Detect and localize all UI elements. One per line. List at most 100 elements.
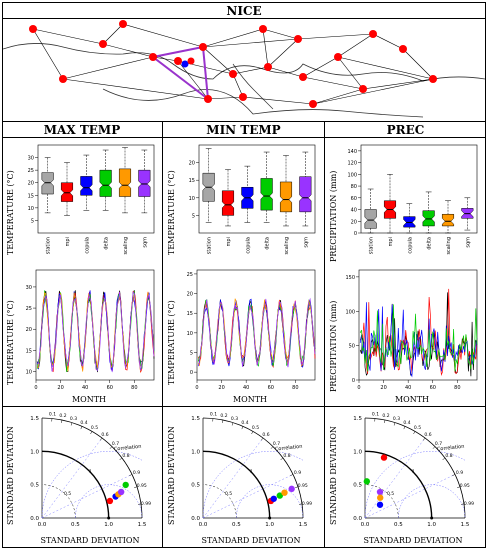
x-tick-label: station [369,237,375,254]
correlation-tick [109,446,113,449]
taylor-diagram-prec: 0.1 0.20.30.40.50.60.70.80.90.950.99Corre… [353,412,474,528]
x-axis-label-month-prec: MONTH [394,395,430,404]
x-tick-label: delta [427,237,433,250]
correlation-tick-label: 0.99 [141,501,151,507]
x-tick-label: sqm [303,237,309,248]
column-title-max-temp: MAX TEMP [43,123,121,137]
correlation-tick-label: 0.99 [464,501,474,507]
y-tick-label: 120 [347,161,357,167]
sd-arc [364,450,433,519]
y-tick-label: 30 [28,156,34,162]
grid-edge [202,38,299,48]
station-marker [299,73,307,81]
y-tick-label: 0.0 [30,516,39,522]
boxplot-max-temp: 5 10 15 20 25 30 station mpi copula delta scaling s… [28,144,155,255]
column-title-prec: PREC [386,123,425,137]
grid-edge [267,38,299,68]
x-tick-label: delta [265,237,271,250]
correlation-label: Correlation [437,444,465,453]
x-tick-label: 0 [357,385,360,391]
x-tick-label: mpi [226,237,232,246]
correlation-tick [295,486,299,488]
correlation-tick-label: 0.6 [101,432,108,438]
sd-arc-label: 0.5 [387,491,394,497]
grid-edge [207,96,244,100]
reference-point [268,516,272,520]
correlation-tick-label: 0.9 [133,470,140,476]
x-tick-label: copula [407,237,413,254]
x-tick-label: copula [245,237,251,254]
y-axis-label-sd-max: STANDARD DEVIATION [6,426,15,525]
y-tick-label: 1.0 [353,449,362,455]
correlation-tick [260,437,264,441]
x-tick-label: 60 [268,385,274,391]
grid-edge [372,33,404,50]
y-tick-label: 100 [345,309,355,315]
correlation-ray [202,474,294,519]
grid-edge [242,96,314,105]
sd-arc [364,484,399,519]
taylor-diagram-max-temp: 0.1 0.20.30.40.50.60.70.80.90.950.99Corre… [30,412,151,528]
correlation-label: Correlation [114,444,142,453]
correlation-tick-label: 0.1 [210,412,217,418]
correlation-tick [241,426,244,430]
divider [324,121,325,548]
sd-arc [41,484,76,519]
station-marker [119,20,127,28]
correlation-tick [457,486,461,488]
column-title-min-temp: MIN TEMP [206,123,281,137]
x-tick-label: copula [84,237,90,254]
correlation-tick-label: 0.7 [435,441,442,447]
correlation-tick [129,474,133,476]
x-axis-label-month-min: MONTH [232,395,268,404]
taylor-point [376,488,384,496]
timeseries-prec: 0 20 40 60 80 0 50 100 150 [345,269,478,391]
x-tick-label: sqm [465,237,471,248]
correlation-tick [80,426,83,430]
y-axis-label-min-temp: TEMPERATURE (°C) [167,170,176,255]
x-tick-label: 80 [454,385,460,391]
correlation-tick-label: 0.5 [414,425,421,431]
taylor-point [281,489,288,496]
y-tick-label: 0 [352,378,355,384]
y-tick-label: 0.5 [191,483,200,489]
correlation-tick-label: 0.8 [122,453,129,459]
x-tick-label: 80 [292,385,298,391]
station-marker [199,43,207,51]
correlation-tick-label: 0.9 [456,470,463,476]
x-tick-label: station [46,237,52,254]
correlation-ray [41,474,133,519]
box-scaling [118,168,132,197]
y-tick-label: 1.0 [30,449,39,455]
y-tick-label: 15 [187,311,193,317]
box-sqm [138,169,151,197]
correlation-tick-label: 0.8 [445,453,452,459]
correlation-tick [90,431,93,435]
x-tick-label: 0 [34,385,37,391]
correlation-tick-label: 0.9 [294,470,301,476]
x-tick-label: 0.5 [71,522,80,528]
station-marker [239,93,247,101]
correlation-tick [422,437,426,441]
correlation-tick-label: 0.4 [80,420,87,426]
correlation-tick [251,431,254,435]
y-tick-label: 5 [192,213,195,219]
sd-arc-label: 1 [412,469,415,475]
station-map [3,20,485,118]
x-tick-label: 80 [131,385,137,391]
timeseries-max-temp: 0 20 40 60 80 10 15 20 25 30 [26,269,155,391]
station-marker [149,53,157,61]
x-tick-label: 20 [57,385,63,391]
x-tick-label: 0.0 [199,522,208,528]
rmsd-arc [364,451,466,519]
highlight-triangle [150,45,210,102]
timeseries-min-temp: 0 20 40 60 80 0 5 10 15 20 25 [187,269,316,391]
box-station [364,209,377,229]
x-tick-label: mpi [388,237,394,246]
y-tick-label: 25 [28,168,34,174]
x-tick-label: delta [104,237,110,250]
x-tick-label: 1.0 [427,522,436,528]
y-tick-label: 5 [190,351,193,357]
box-delta [260,178,273,211]
station-marker [359,85,367,93]
